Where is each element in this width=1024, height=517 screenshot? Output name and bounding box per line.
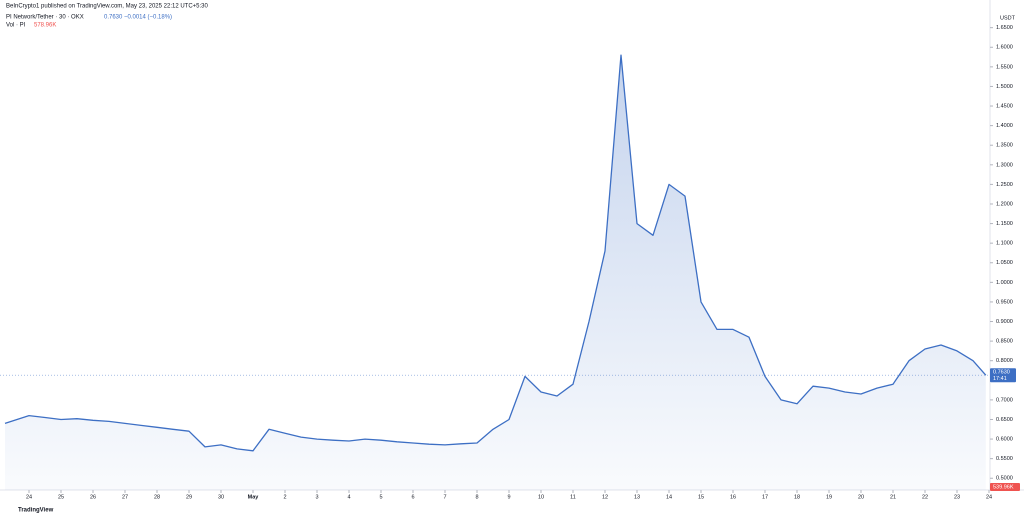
y-tick-label: 1.0500: [996, 260, 1013, 266]
y-tick-label: 1.2000: [996, 201, 1013, 207]
y-tick-label: 1.2500: [996, 182, 1013, 188]
x-tick-label: 19: [826, 494, 832, 500]
x-tick-label: 6: [411, 494, 414, 500]
price-tag: [990, 368, 1016, 383]
x-tick-label: 21: [890, 494, 896, 500]
x-tick-label: 8: [475, 494, 478, 500]
y-tick-label: 0.9500: [996, 299, 1013, 305]
y-tick-label: 1.6500: [996, 25, 1013, 31]
y-tick-label: 1.1000: [996, 241, 1013, 247]
volume-value: 578.96K: [34, 23, 56, 29]
y-tick-label: 1.6000: [996, 45, 1013, 51]
y-tick-label: 1.0000: [996, 280, 1013, 286]
y-tick-label: 1.4500: [996, 103, 1013, 109]
y-tick-label: 0.6000: [996, 437, 1013, 443]
x-tick-label: 20: [858, 494, 864, 500]
x-tick-label: 14: [666, 494, 672, 500]
x-tick-label: 12: [602, 494, 608, 500]
x-tick-label: 24: [986, 494, 992, 500]
x-tick-label: 22: [922, 494, 928, 500]
x-tick-label: 30: [218, 494, 224, 500]
symbol: PI Network/Tether · 30 · OKX: [6, 15, 84, 21]
footer: TradingView: [18, 508, 54, 514]
attribution: BeInCrypto1 published on TradingView.com…: [6, 4, 209, 10]
y-tick-label: 0.7000: [996, 397, 1013, 403]
y-tick-label: 0.9000: [996, 319, 1013, 325]
x-tick-label: 18: [794, 494, 800, 500]
currency: USDT: [1000, 15, 1016, 21]
x-tick-label: 7: [443, 494, 446, 500]
x-tick-label: 10: [538, 494, 544, 500]
y-tick-label: 0.5000: [996, 476, 1013, 482]
x-tick-label: 17: [762, 494, 768, 500]
price-tag-value: 0.7630: [993, 370, 1010, 376]
y-tick-label: 0.8500: [996, 339, 1013, 345]
volume-tag-value: 539.96K: [993, 484, 1014, 490]
volume-tag: [990, 483, 1020, 491]
y-tick-label: 0.6500: [996, 417, 1013, 423]
x-tick-label: 28: [154, 494, 160, 500]
y-tick-label: 0.8000: [996, 358, 1013, 364]
y-tick-label: 1.3000: [996, 162, 1013, 168]
y-tick-label: 0.5500: [996, 456, 1013, 462]
x-tick-label: 3: [315, 494, 318, 500]
x-tick-label: 16: [730, 494, 736, 500]
x-tick-label: 24: [26, 494, 32, 500]
x-tick-label: 9: [507, 494, 510, 500]
x-tick-label: 13: [634, 494, 640, 500]
x-tick-label: 4: [347, 494, 350, 500]
area-fill: [5, 55, 986, 490]
price-tag-countdown: 17:41: [993, 376, 1007, 382]
x-tick-label: 11: [570, 494, 576, 500]
price-line: [4, 54, 987, 452]
volume-label: Vol · PI: [6, 23, 26, 29]
y-tick-label: 1.4000: [996, 123, 1013, 129]
x-tick-label: 23: [954, 494, 960, 500]
y-tick-label: 1.1500: [996, 221, 1013, 227]
y-tick-label: 1.5500: [996, 64, 1013, 70]
change: −0.0014 (−0.18%): [124, 15, 172, 21]
x-tick-label: 29: [186, 494, 192, 500]
x-tick-label: 15: [698, 494, 704, 500]
x-tick-label: 26: [90, 494, 96, 500]
y-tick-label: 1.5000: [996, 84, 1013, 90]
x-tick-label: May: [248, 494, 260, 500]
x-tick-label: 2: [283, 494, 286, 500]
x-tick-label: 5: [379, 494, 382, 500]
x-tick-label: 27: [122, 494, 128, 500]
y-tick-label: 1.3500: [996, 143, 1013, 149]
last-price: 0.7630: [104, 15, 123, 21]
x-tick-label: 25: [58, 494, 64, 500]
